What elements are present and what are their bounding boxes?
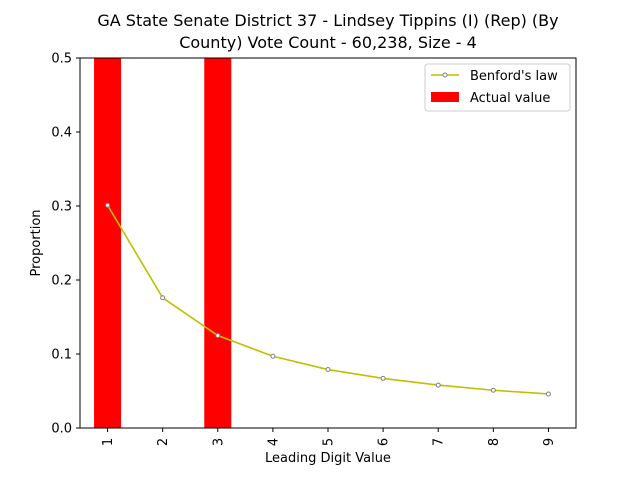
y-tick-label-0.0: 0.0: [51, 422, 72, 437]
legend-label-actual: Actual value: [470, 91, 550, 106]
bar-series: [94, 58, 232, 428]
bar-digit-1: [94, 58, 122, 428]
legend-label-benford: Benford's law: [470, 69, 558, 84]
benford-point-9: [545, 391, 551, 397]
benford-point-5: [325, 367, 331, 373]
x-tick-label-4: 4: [266, 438, 281, 446]
y-tick-label-0.5: 0.5: [51, 52, 72, 67]
line-series: [105, 202, 551, 397]
y-tick-label-0.4: 0.4: [51, 126, 72, 141]
x-tick-label-2: 2: [156, 438, 171, 446]
y-tick-label-0.3: 0.3: [51, 200, 72, 215]
plot-frame: [79, 57, 577, 429]
chart-title: GA State Senate District 37 - Lindsey Ti…: [0, 10, 640, 54]
y-axis-label: Proportion: [29, 209, 44, 276]
bar-digit-3: [204, 58, 232, 428]
benford-line: [106, 204, 549, 395]
benford-point-2: [160, 295, 166, 301]
y-axis: 0.0 0.1 0.2 0.3 0.4 0.5: [51, 52, 80, 437]
chart-title-line-1: GA State Senate District 37 - Lindsey Ti…: [97, 11, 559, 30]
benford-point-4: [270, 353, 276, 359]
x-tick-label-9: 9: [542, 438, 557, 446]
benford-point-1: [105, 202, 111, 208]
x-axis-label: Leading Digit Value: [265, 451, 391, 466]
y-tick-label-0.2: 0.2: [51, 274, 72, 289]
y-tick-label-0.1: 0.1: [51, 348, 72, 363]
legend-box: [424, 63, 571, 112]
legend-bar-swatch: [431, 92, 459, 102]
legend-line-marker: [442, 72, 448, 78]
chart-title-line-2: County) Vote Count - 60,238, Size - 4: [179, 33, 477, 52]
x-tick-label-8: 8: [487, 438, 502, 446]
x-tick-label-3: 3: [211, 438, 226, 446]
x-tick-label-1: 1: [101, 438, 116, 446]
x-tick-label-5: 5: [322, 438, 337, 446]
benford-point-6: [380, 375, 386, 381]
x-tick-label-6: 6: [377, 438, 392, 446]
benford-point-3: [215, 333, 221, 338]
benford-point-8: [490, 387, 496, 393]
x-tick-label-7: 7: [432, 438, 447, 446]
benford-point-7: [435, 382, 441, 388]
legend: Benford's law Actual value: [424, 63, 571, 112]
x-axis: 1 2 3 4 5 6 7 8 9: [101, 428, 557, 446]
